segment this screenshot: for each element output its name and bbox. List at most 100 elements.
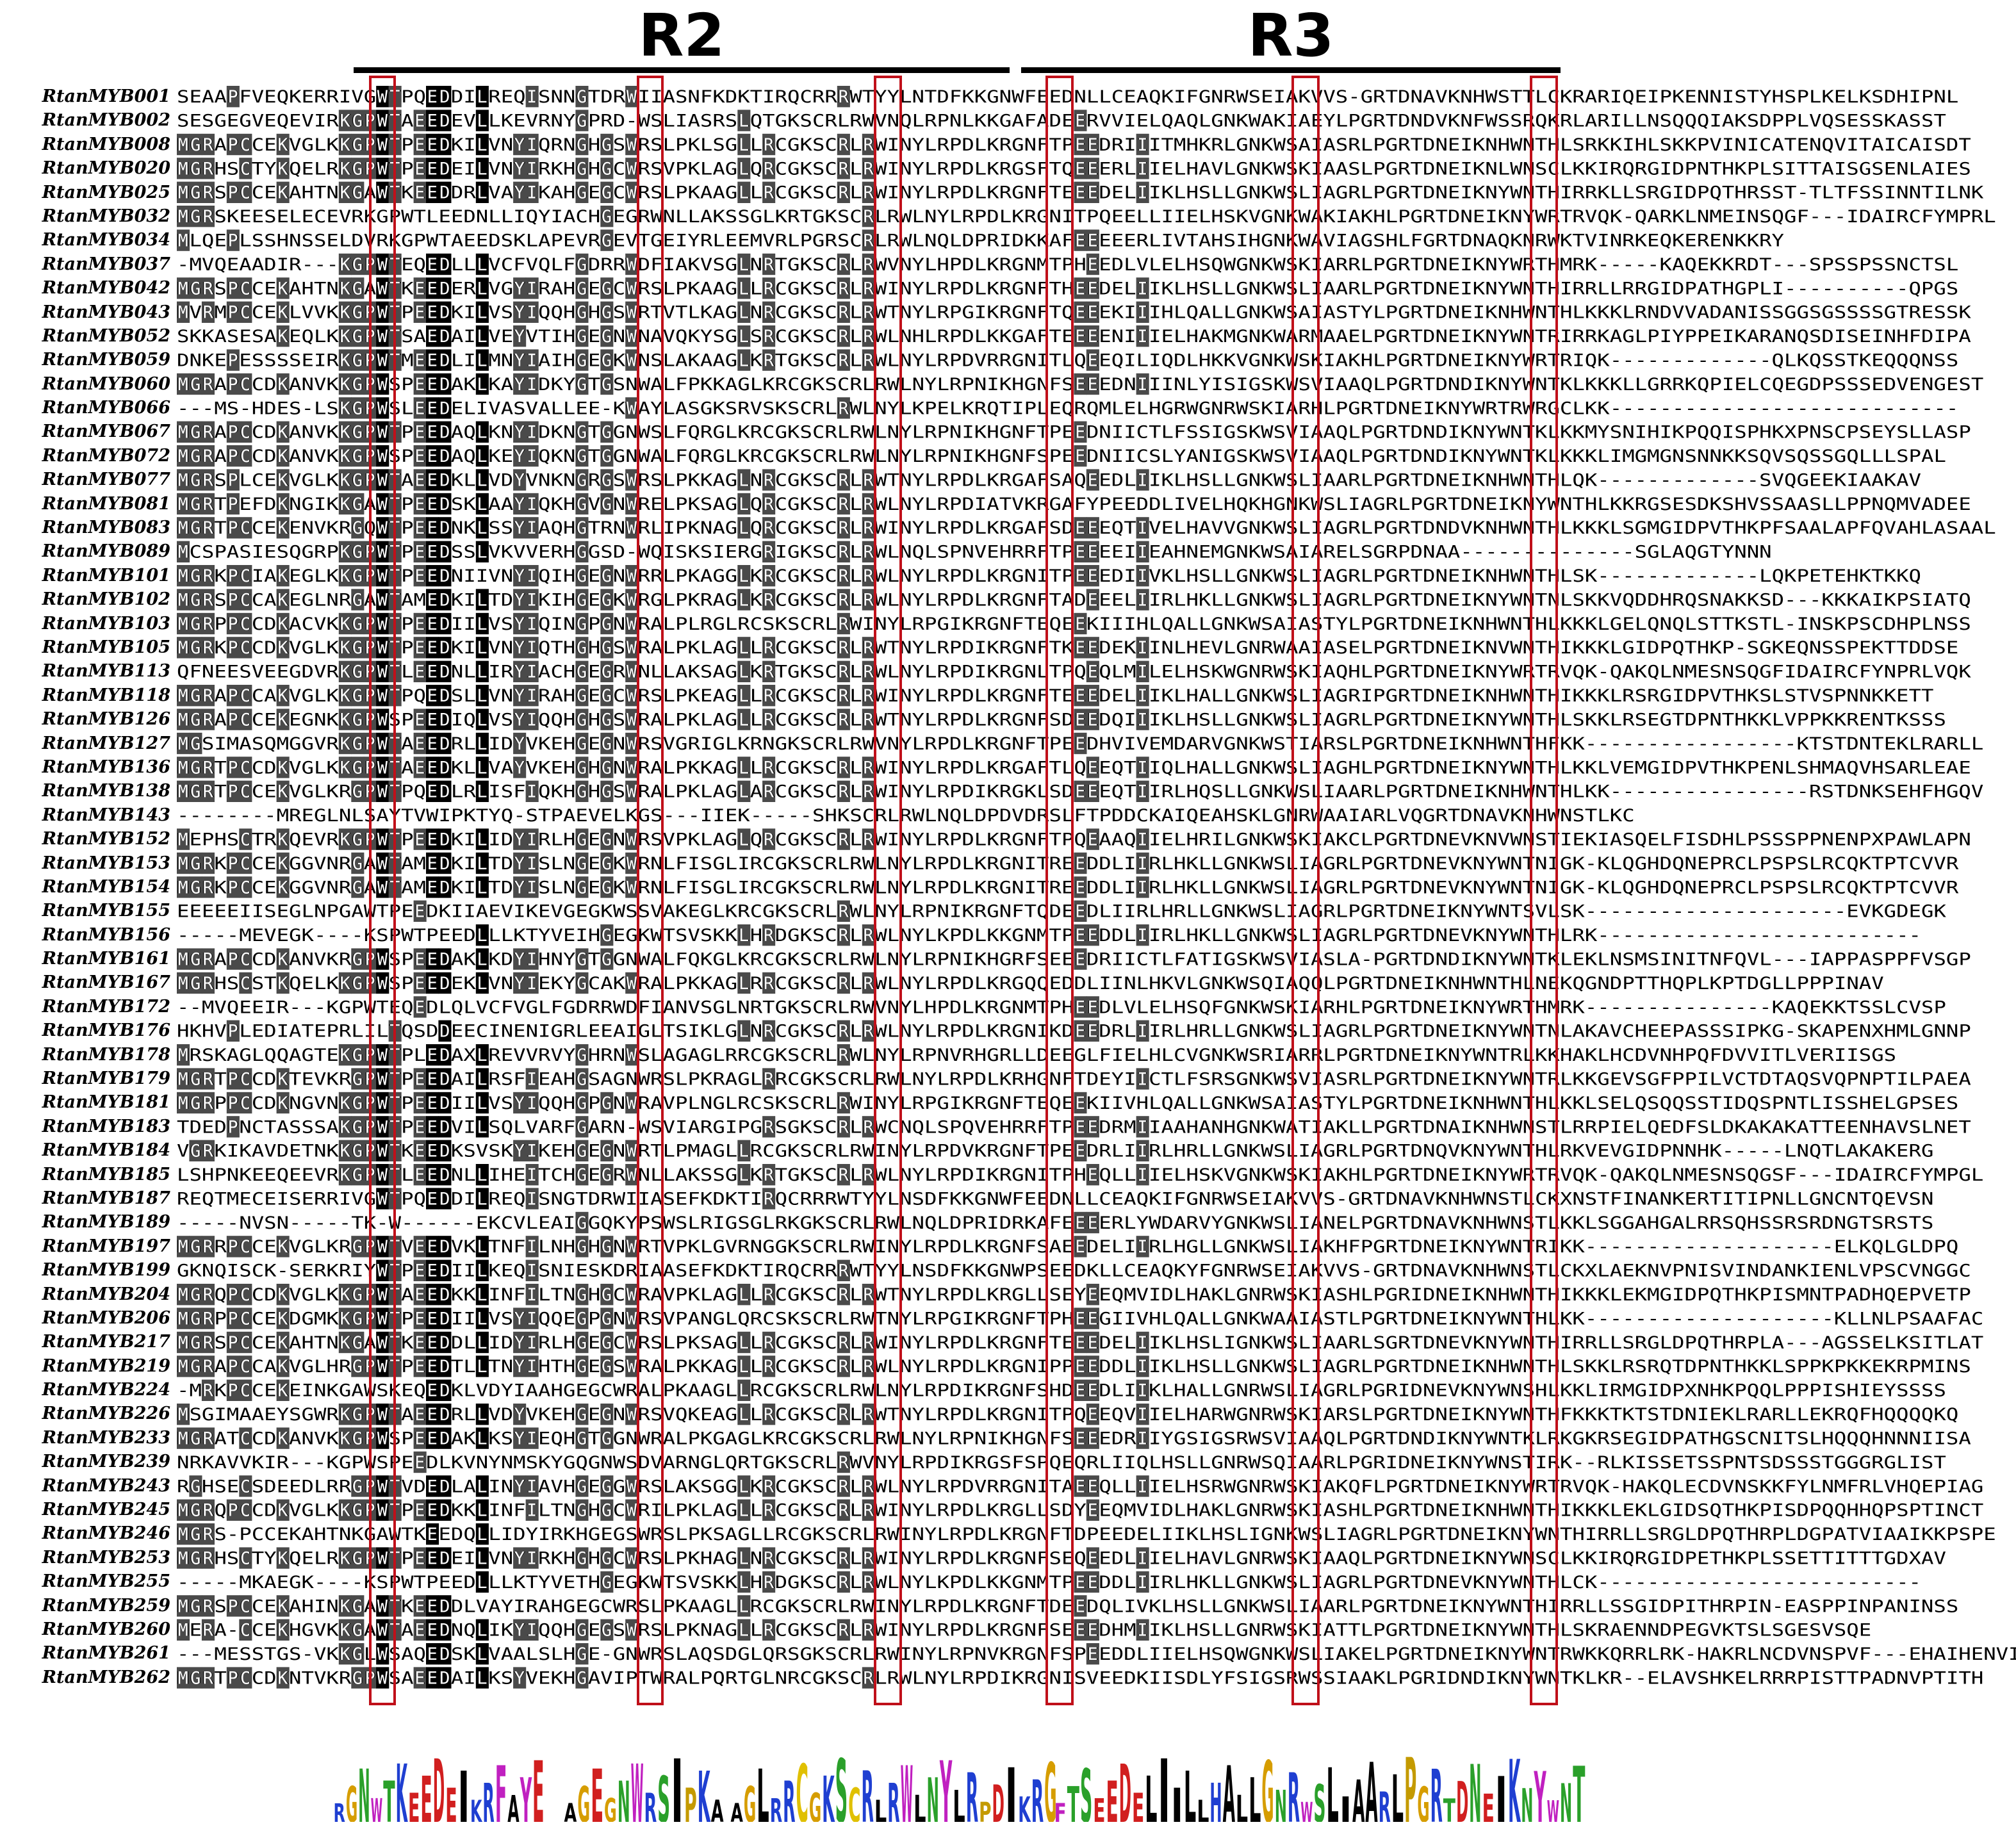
conserved-residue: R (838, 1261, 849, 1281)
conserved-residue-shade (276, 493, 290, 515)
conserved-residue-shade (1086, 158, 1099, 179)
conserved-residue-shade (837, 181, 850, 203)
conserved-residue: K (277, 974, 288, 994)
conserved-residue: K (277, 279, 288, 299)
conserved-residue: E (1087, 231, 1097, 250)
conserved-residue: C (240, 1501, 250, 1521)
conserved-residue: G (602, 1357, 612, 1377)
conserved-residue: T (389, 111, 400, 131)
logo-residue: R (783, 1769, 795, 1822)
conserved-residue: L (739, 926, 749, 946)
conserved-residue: E (427, 638, 438, 658)
conserved-residue: R (838, 1022, 849, 1042)
conserved-residue: E (1075, 1309, 1085, 1329)
conserved-residue: E (427, 1261, 438, 1281)
conserved-residue: E (1075, 854, 1085, 874)
conserved-residue-shade (575, 133, 589, 156)
conserved-residue: G (577, 1333, 587, 1353)
conserved-residue: E (414, 710, 425, 730)
logo-residue: R (1379, 1784, 1391, 1822)
conserved-residue: E (1087, 1621, 1097, 1641)
conserved-residue: E (414, 1309, 425, 1329)
conserved-residue-shade (426, 301, 439, 323)
conserved-residue-shade (413, 110, 427, 131)
conserved-residue: I (1137, 1022, 1147, 1042)
conserved-residue: P (227, 495, 238, 514)
sequence-name: RtanMYB167 (42, 972, 170, 993)
conserved-residue: P (365, 423, 375, 443)
logo-residue: N (1275, 1782, 1287, 1822)
conserved-residue: R (838, 830, 849, 849)
conserved-residue: K (277, 1621, 288, 1641)
conserved-residue: T (389, 1261, 400, 1281)
conserved-residue: E (427, 1644, 438, 1664)
conserved-residue: E (414, 543, 425, 562)
conserved-residue: G (352, 1285, 363, 1305)
conserved-residue: P (365, 1165, 375, 1185)
conserved-residue: E (414, 1261, 425, 1281)
sequence-name: RtanMYB152 (42, 829, 170, 849)
conserved-residue-shade (189, 517, 202, 539)
conserved-residue: I (527, 1142, 537, 1161)
conserved-residue: E (1087, 1285, 1097, 1305)
conserved-residue-shade (226, 493, 240, 515)
conserved-residue: G (190, 1285, 201, 1305)
conserved-residue-shade (762, 133, 776, 156)
conserved-residue: P (227, 303, 238, 323)
conserved-residue: E (427, 974, 438, 994)
conserved-residue: G (352, 710, 363, 730)
conserved-residue: D (439, 734, 450, 754)
conserved-residue: E (414, 1165, 425, 1185)
conserved-residue: L (739, 830, 749, 849)
conserved-residue: R (863, 1333, 874, 1353)
region-r3-label: R3 (1247, 1, 1334, 70)
sequence-name: RtanMYB052 (42, 325, 170, 346)
conserved-residue: R (202, 470, 213, 490)
conserved-residue: E (414, 1237, 425, 1257)
conserved-residue: G (577, 135, 587, 155)
conserved-residue: G (190, 734, 201, 754)
conserved-residue: G (577, 159, 587, 179)
conserved-residue-shade (1086, 469, 1099, 491)
conserved-residue: L (739, 1477, 749, 1496)
conserved-residue: W (377, 159, 388, 179)
conserved-residue: G (352, 279, 363, 299)
conserved-residue: P (227, 1596, 238, 1616)
conserved-residue: W (377, 1333, 388, 1353)
conserved-residue: K (277, 1094, 288, 1113)
conserved-residue: M (178, 447, 188, 466)
conserved-residue: W (627, 398, 637, 418)
conserved-residue: G (352, 590, 363, 610)
conserved-residue: D (439, 614, 450, 634)
conserved-residue: E (1087, 1022, 1097, 1042)
conserved-residue: G (352, 1165, 363, 1185)
conserved-residue: K (340, 398, 350, 418)
conserved-residue: G (602, 638, 612, 658)
conserved-residue: E (414, 1405, 425, 1425)
conserved-residue: E (1075, 135, 1085, 155)
conserved-residue-shade (762, 493, 776, 515)
conserved-residue: E (1087, 350, 1097, 370)
conserved-residue: E (427, 303, 438, 323)
conserved-residue: T (389, 350, 400, 370)
conserved-residue-shade (513, 373, 527, 395)
conserved-residue: P (365, 1405, 375, 1425)
conserved-residue: M (178, 1069, 188, 1089)
conserved-residue: L (477, 1309, 487, 1329)
conserved-residue: P (365, 375, 375, 395)
conserved-residue: K (340, 327, 350, 347)
conserved-residue: E (414, 1549, 425, 1569)
conserved-residue: W (377, 1621, 388, 1641)
conserved-residue-shade (862, 493, 875, 515)
conserved-residue: D (439, 590, 450, 610)
conserved-residue-shade (762, 349, 776, 371)
conserved-residue: R (838, 543, 849, 562)
conserved-residue: K (340, 1045, 350, 1065)
conserved-residue: C (240, 1621, 250, 1641)
conserved-residue: W (377, 1165, 388, 1185)
conserved-residue-shade (600, 325, 614, 347)
conserved-residue: P (227, 638, 238, 658)
logo-residue: H (1209, 1772, 1222, 1822)
conserved-residue: P (365, 1357, 375, 1377)
conserved-residue: E (427, 662, 438, 682)
